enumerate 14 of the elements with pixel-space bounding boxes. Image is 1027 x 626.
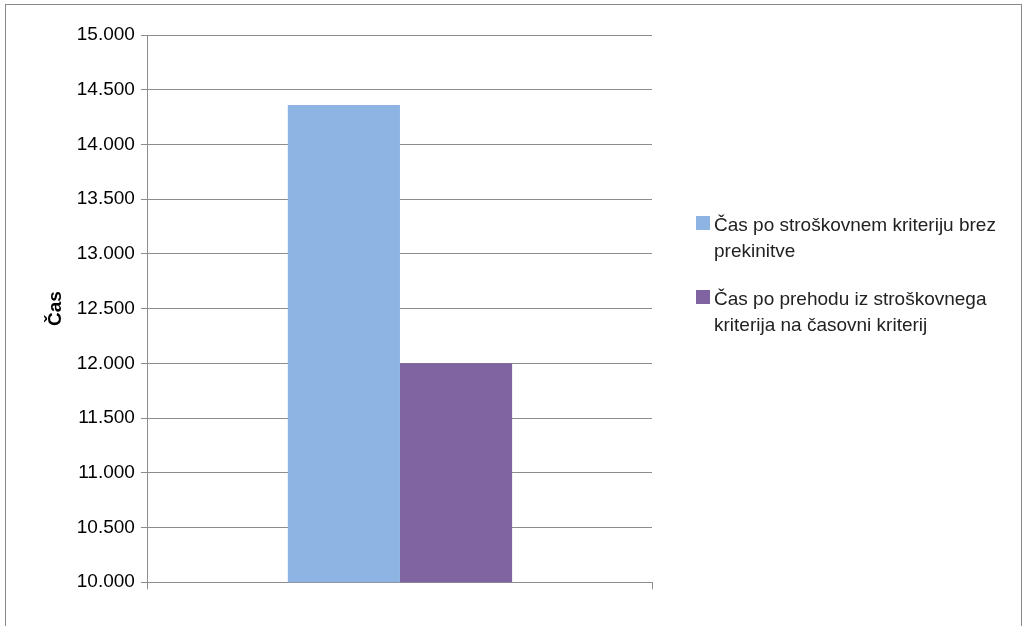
- y-tick-label: 12.000: [76, 351, 135, 373]
- y-tick-label: 14.500: [76, 77, 135, 99]
- y-tick-label: 14.000: [76, 132, 135, 154]
- y-tick-label: 10.000: [76, 570, 135, 592]
- y-tick-label: 13.000: [76, 242, 135, 264]
- y-axis-title: Čas: [43, 291, 65, 327]
- y-tick-label: 15.000: [76, 23, 135, 45]
- legend-label: Čas po stroškovnem kriteriju brez prekinitve: [714, 213, 997, 263]
- y-tick-label: 11.500: [78, 406, 135, 428]
- y-tick-label: 10.500: [76, 515, 135, 537]
- y-tick-label: 13.500: [76, 187, 135, 209]
- legend-label: Čas po prehodu iz stroškovnega kriterija na časovni kriterij: [714, 287, 988, 337]
- y-tick-label: 11.000: [78, 460, 135, 482]
- y-tick-label: 12.500: [76, 296, 135, 318]
